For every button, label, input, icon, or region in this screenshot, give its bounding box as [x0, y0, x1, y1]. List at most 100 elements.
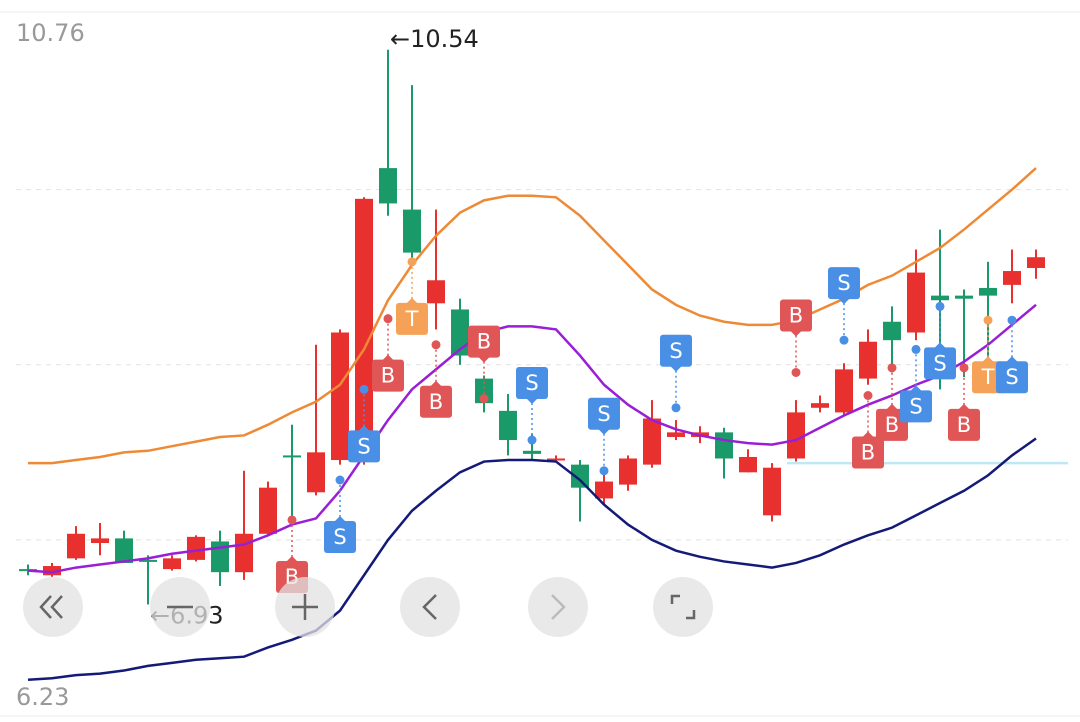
signal-label: B — [861, 440, 875, 464]
signal-pointer — [286, 555, 298, 562]
signal-label: S — [597, 402, 610, 426]
signal-pointer — [430, 380, 442, 387]
signal-pointer — [910, 385, 922, 392]
candle-body — [139, 559, 157, 562]
signal-pointer — [862, 431, 874, 438]
candle-body — [811, 403, 829, 408]
signal-dot — [935, 301, 945, 311]
signal-label: B — [381, 364, 395, 388]
scroll-left-button[interactable] — [400, 577, 460, 637]
signal-box — [348, 430, 380, 463]
candle-body — [1027, 257, 1045, 268]
candle-body — [19, 569, 37, 572]
candle-body — [955, 295, 973, 299]
signal-dot — [383, 314, 393, 324]
signal-pointer — [478, 356, 490, 363]
signal-label: B — [477, 330, 491, 354]
signal-dot — [359, 384, 369, 394]
candle-body — [787, 412, 805, 459]
signal-pointer — [934, 342, 946, 349]
signal-dot — [887, 363, 897, 373]
candle-body — [931, 295, 949, 301]
candle-body — [331, 332, 349, 461]
signal-label: B — [885, 413, 899, 437]
signal-box — [468, 325, 500, 358]
signal-box — [924, 347, 956, 380]
signal-dot — [431, 340, 441, 350]
signal-box — [900, 390, 932, 423]
signal-pointer — [982, 356, 994, 363]
price-axis-label: 10.76 — [16, 19, 85, 47]
signal-label: S — [333, 525, 346, 549]
signal-label: S — [669, 339, 682, 363]
candle-body — [859, 341, 877, 379]
signal-pointer — [838, 298, 850, 305]
band-line — [27, 303, 1037, 574]
signal-pointer — [358, 425, 370, 432]
signal-dot — [671, 403, 681, 413]
signal-pointer — [790, 330, 802, 337]
candle-body — [763, 467, 781, 516]
signal-dot — [479, 394, 489, 404]
candle-body — [451, 309, 469, 356]
fullscreen-button[interactable] — [653, 577, 713, 637]
candle-body — [547, 458, 565, 461]
candle-body — [907, 272, 925, 333]
zoom-out-button[interactable] — [150, 577, 210, 637]
candle-body — [163, 558, 181, 570]
signal-pointer — [670, 365, 682, 372]
signal-label: S — [1005, 365, 1018, 389]
signal-box — [588, 397, 620, 430]
signal-pointer — [526, 398, 538, 405]
candle-body — [523, 450, 541, 454]
signal-box — [828, 267, 860, 300]
signal-box — [372, 359, 404, 392]
signal-box — [996, 361, 1028, 394]
candle-body — [283, 455, 301, 458]
scroll-start-button[interactable] — [23, 577, 83, 637]
signal-label: T — [405, 307, 419, 331]
signal-pointer — [1006, 356, 1018, 363]
signal-box — [324, 521, 356, 553]
candle-body — [883, 321, 901, 341]
signal-dot — [983, 315, 993, 325]
candle-body — [715, 432, 733, 459]
signal-dot — [1007, 315, 1017, 325]
signal-dot — [407, 257, 417, 267]
candle-body — [91, 538, 109, 543]
candle-body — [235, 533, 253, 573]
candle-body — [1003, 271, 1021, 285]
signal-dot — [335, 475, 345, 485]
toolbar — [23, 577, 713, 637]
signal-pointer — [334, 516, 346, 522]
candle-body — [571, 464, 589, 488]
signal-dot — [863, 390, 873, 400]
candle-body — [475, 378, 493, 404]
candle-body — [187, 536, 205, 560]
signal-box — [420, 385, 452, 418]
price-axis-label: 6.23 — [16, 683, 69, 711]
signal-dot — [791, 367, 801, 377]
signal-label: S — [909, 394, 922, 418]
signal-label: S — [357, 434, 370, 458]
signal-box — [948, 408, 980, 441]
signal-label: B — [957, 413, 971, 437]
candle-body — [667, 432, 685, 437]
signal-label: S — [837, 271, 850, 295]
price-annotation: ←10.54 — [390, 25, 479, 53]
signal-pointer — [886, 403, 898, 410]
zoom-in-button[interactable] — [275, 577, 335, 637]
scroll-right-button[interactable] — [528, 577, 588, 637]
candle-body — [619, 458, 637, 485]
signal-box — [852, 436, 884, 469]
candle-body — [643, 418, 661, 465]
signal-box — [780, 299, 812, 332]
signal-dot — [599, 466, 609, 476]
signal-label: S — [933, 351, 946, 375]
signal-label: S — [525, 371, 538, 395]
signal-label: B — [429, 390, 443, 414]
signal-dot — [287, 515, 297, 525]
candle-body — [307, 452, 325, 493]
signal-dot — [527, 435, 537, 445]
